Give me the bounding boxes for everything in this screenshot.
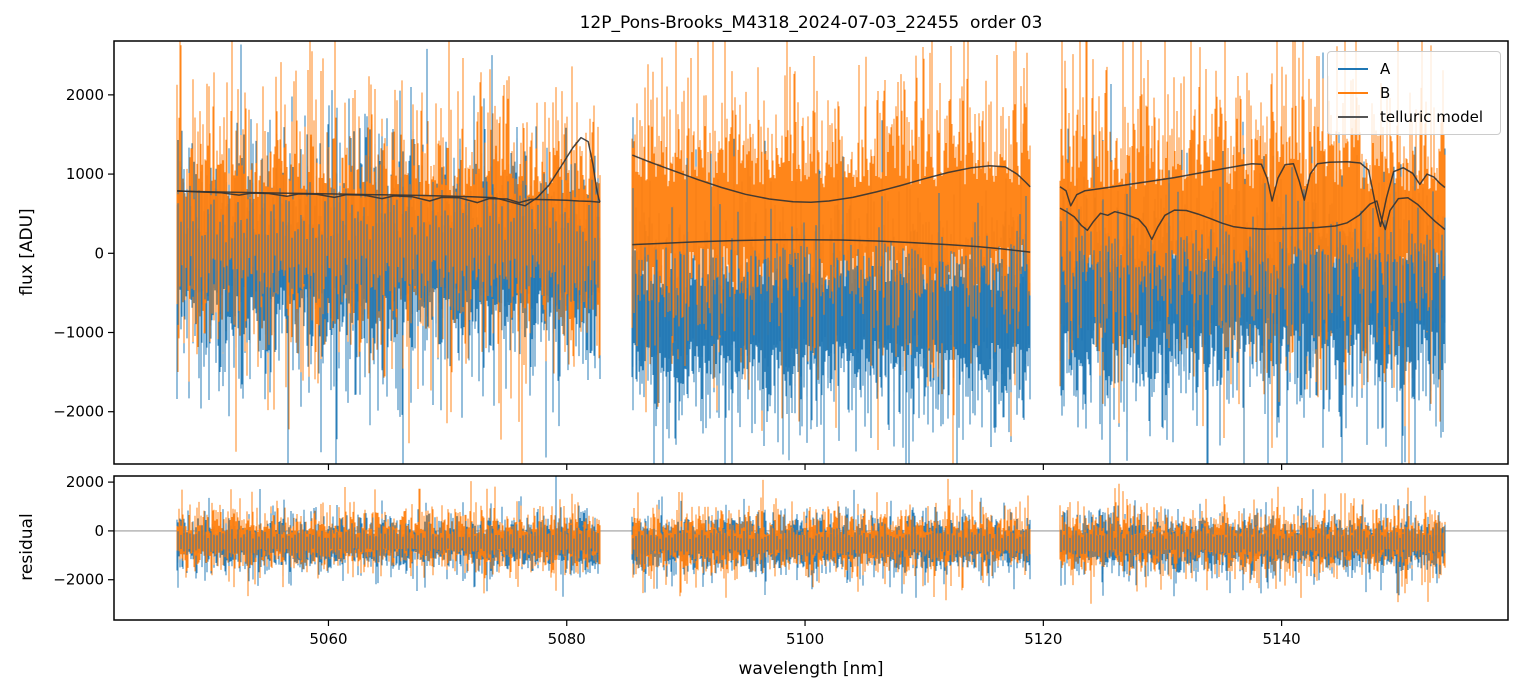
wavelength-axis-label: wavelength [nm] <box>738 659 884 679</box>
svg-text:5120: 5120 <box>1024 630 1062 648</box>
flux-axis-label: flux [ADU] <box>17 208 37 296</box>
svg-text:5100: 5100 <box>786 630 824 648</box>
svg-text:5140: 5140 <box>1263 630 1301 648</box>
legend-line-sample-telluric <box>1338 116 1368 118</box>
svg-text:0: 0 <box>94 244 104 262</box>
svg-text:1000: 1000 <box>66 165 104 183</box>
svg-text:−2000: −2000 <box>53 571 104 589</box>
legend-line-sample-a <box>1338 68 1368 70</box>
residual-axis-label: residual <box>17 513 37 581</box>
svg-text:0: 0 <box>94 522 104 540</box>
svg-text:5060: 5060 <box>309 630 347 648</box>
legend-label-telluric: telluric model <box>1380 107 1484 126</box>
svg-text:5080: 5080 <box>548 630 586 648</box>
chart-title: 12P_Pons-Brooks_M4318_2024-07-03_22455 o… <box>579 13 1043 33</box>
svg-text:2000: 2000 <box>66 86 104 104</box>
svg-text:−2000: −2000 <box>53 403 104 421</box>
legend-item-telluric-model: telluric model <box>1338 107 1490 126</box>
legend-label-b: B <box>1380 83 1391 102</box>
legend-item-b: B <box>1338 83 1490 102</box>
legend-item-a: A <box>1338 59 1490 78</box>
legend-line-sample-b <box>1338 92 1368 94</box>
svg-text:−1000: −1000 <box>53 324 104 342</box>
svg-text:2000: 2000 <box>66 473 104 491</box>
legend-label-a: A <box>1380 59 1391 78</box>
legend: A B telluric model <box>1327 51 1501 135</box>
